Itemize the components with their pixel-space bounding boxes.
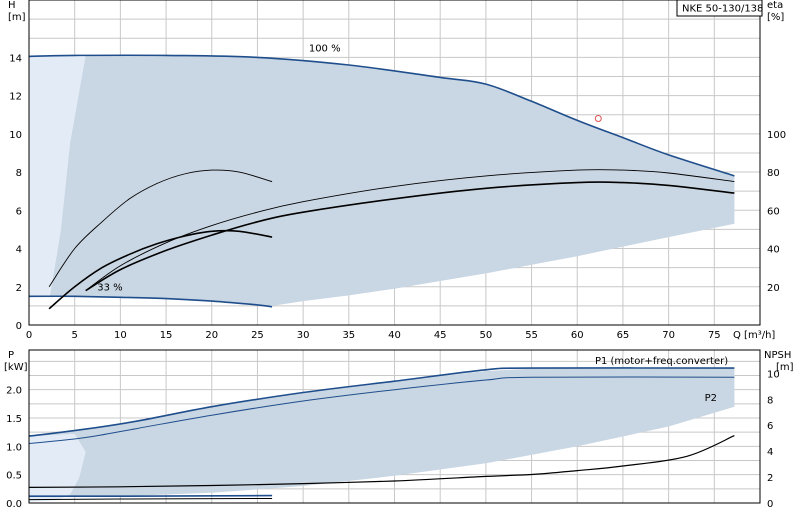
annotation-33-percent: 33 %: [97, 283, 122, 294]
npsh-tick-label: 6: [767, 421, 773, 432]
power-series-npsh: [28, 435, 735, 488]
head-envelope-area: [29, 55, 735, 306]
x-tick-label: 50: [480, 330, 493, 341]
head-tick-label: 0: [16, 321, 22, 332]
head-tick-label: 10: [9, 130, 22, 141]
x-tick-label: 65: [617, 330, 630, 341]
product-label-box: [676, 0, 763, 17]
annotation-p1: P1 (motor+freq.converter): [595, 356, 728, 367]
head-series-eta-thin: [48, 169, 273, 288]
x-tick-label: 30: [297, 330, 310, 341]
x-tick-label: 35: [342, 330, 355, 341]
power-series-p-min-1: [28, 494, 273, 498]
npsh-axis-label: NPSH: [764, 350, 791, 361]
npsh-tick-label: 2: [767, 473, 773, 484]
power-series-p-min-2: [28, 498, 273, 501]
head-series-group: [28, 54, 735, 310]
eta-tick-label: 20: [767, 283, 780, 294]
x-tick-label: 40: [388, 330, 401, 341]
x-tick-label: 5: [72, 330, 78, 341]
eta-tick-label: 80: [767, 168, 780, 179]
operating-point-marker: [594, 115, 602, 123]
eta-axis-label: eta: [767, 0, 783, 11]
head-tick-label: 8: [16, 168, 22, 179]
annotation-100-percent: 100 %: [309, 44, 341, 55]
eta-axis-tick-labels: 20 40 60 80 100: [767, 130, 786, 294]
head-panel: 0 5 10 15 20 25 30 35 40 45 50 55 60 65 70 75 0 2 4 6 8 10 12…: [8, 0, 786, 341]
x-tick-label: 15: [160, 330, 173, 341]
head-tick-label: 14: [9, 53, 22, 64]
power-tick-label: 0.0: [6, 499, 22, 510]
head-plot-frame: [28, 0, 761, 326]
head-axis-unit: [m]: [8, 12, 26, 23]
x-tick-label: 75: [708, 330, 721, 341]
power-series-p1: [28, 367, 735, 437]
x-tick-label: 0: [26, 330, 32, 341]
npsh-tick-label: 8: [767, 395, 773, 406]
head-series-head-max: [28, 54, 735, 177]
head-envelope-light-area: [29, 55, 86, 297]
head-series-head-min: [28, 295, 273, 308]
power-series-p2: [28, 376, 735, 444]
power-axis-label: P: [8, 350, 14, 361]
npsh-axis-unit: [m]: [776, 362, 794, 373]
npsh-tick-label: 4: [767, 447, 773, 458]
head-series-eta-env-upper: [85, 169, 735, 291]
head-axis-label: H: [8, 0, 16, 11]
npsh-tick-label: 10: [767, 369, 780, 380]
eta-axis-unit: [%]: [767, 12, 784, 23]
x-tick-label: 20: [205, 330, 218, 341]
power-axis-unit: [kW]: [4, 362, 28, 373]
head-tick-label: 6: [16, 206, 22, 217]
x-tick-label: 10: [114, 330, 127, 341]
x-axis-label: Q [m³/h]: [733, 330, 775, 341]
x-tick-label: 25: [251, 330, 264, 341]
power-tick-label: 1.0: [6, 442, 22, 453]
x-tick-label: 45: [434, 330, 447, 341]
power-envelope-light-area: [29, 433, 86, 502]
x-axis-tick-labels: 0 5 10 15 20 25 30 35 40 45 50 55 60 65 70 75: [26, 330, 721, 341]
power-axis-tick-labels: 0.0 0.5 1.0 1.5 2.0: [6, 386, 22, 510]
product-label: NKE 50-130/138: [682, 4, 763, 15]
power-envelope-area: [29, 368, 735, 498]
power-tick-label: 0.5: [6, 471, 22, 482]
power-tick-label: 2.0: [6, 386, 22, 397]
eta-tick-label: 40: [767, 245, 780, 256]
power-series-group: [28, 367, 735, 501]
npsh-tick-label: 0: [767, 499, 773, 510]
eta-tick-label: 100: [767, 130, 786, 141]
head-tick-label: 4: [16, 245, 22, 256]
x-tick-label: 55: [525, 330, 538, 341]
eta-tick-label: 60: [767, 206, 780, 217]
power-tick-label: 1.5: [6, 414, 22, 425]
head-tick-label: 2: [16, 283, 22, 294]
head-series-eta-mid: [48, 229, 273, 310]
head-tick-label: 12: [9, 92, 22, 103]
power-plot-frame: [28, 349, 761, 504]
npsh-axis-tick-labels: 0 2 4 6 8 10: [767, 369, 780, 510]
head-axis-tick-labels: 0 2 4 6 8 10 12 14: [9, 53, 22, 332]
x-tick-label: 70: [662, 330, 675, 341]
annotation-p2: P2: [705, 393, 717, 404]
x-tick-label: 60: [571, 330, 584, 341]
head-series-eta-env-lower: [85, 181, 735, 292]
